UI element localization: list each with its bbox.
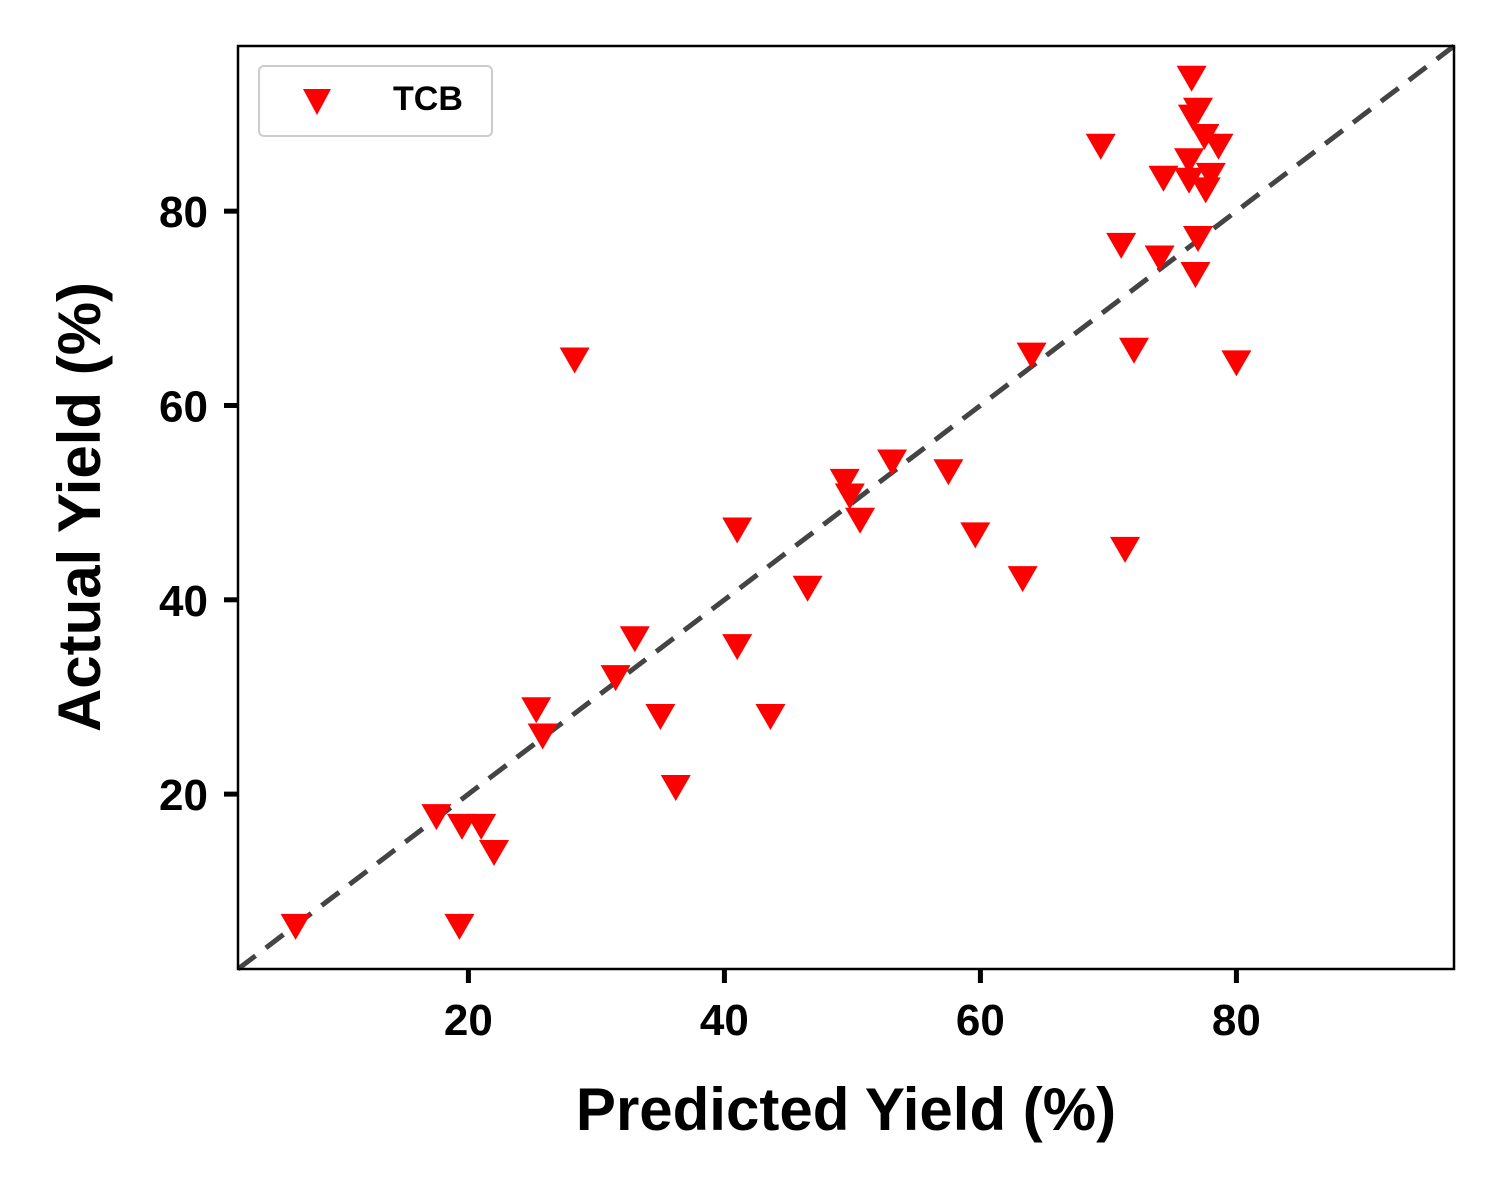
data-point <box>527 723 558 750</box>
data-point <box>792 575 823 602</box>
x-tick-label: 60 <box>956 996 1005 1045</box>
legend: TCB <box>258 65 493 137</box>
legend-box <box>258 65 493 137</box>
data-point <box>521 697 552 724</box>
data-point <box>845 507 876 534</box>
legend-marker-tcb <box>303 89 331 115</box>
x-axis-title: Predicted Yield (%) <box>576 1076 1116 1143</box>
data-point <box>280 913 311 940</box>
data-point <box>1016 342 1047 369</box>
data-point <box>933 459 964 486</box>
data-point <box>1183 97 1213 124</box>
x-tick-label: 20 <box>444 996 493 1045</box>
data-point <box>722 517 753 544</box>
data-point <box>834 483 865 510</box>
data-point <box>1148 165 1179 192</box>
y-axis-title: Actual Yield (%) <box>46 282 113 732</box>
data-point <box>1203 133 1234 160</box>
data-point <box>1189 124 1220 150</box>
data-point <box>447 813 477 840</box>
data-point <box>1174 148 1205 175</box>
data-point <box>421 804 452 831</box>
y-tick-label: 40 <box>159 577 208 626</box>
data-point <box>722 634 753 661</box>
data-point <box>559 347 590 374</box>
y-tick-label: 60 <box>159 382 208 431</box>
x-tick-label: 80 <box>1212 996 1261 1045</box>
data-point <box>1085 133 1116 160</box>
data-point <box>1176 65 1207 92</box>
data-point <box>1183 226 1213 253</box>
x-tick-label: 40 <box>700 996 749 1045</box>
data-point <box>645 704 676 731</box>
data-point <box>755 704 786 731</box>
data-point <box>466 813 497 840</box>
data-point <box>877 449 908 476</box>
data-point <box>1174 167 1205 194</box>
data-point <box>1180 261 1211 288</box>
data-points-layer <box>280 65 1252 940</box>
data-point <box>619 626 650 653</box>
data-point <box>1110 536 1141 563</box>
data-point <box>1144 245 1175 272</box>
y-tick-label: 80 <box>159 188 208 237</box>
y-tick-label: 20 <box>159 771 208 820</box>
data-point <box>1007 566 1038 593</box>
data-point <box>829 468 860 495</box>
data-point <box>960 522 991 549</box>
data-point <box>1195 162 1226 189</box>
plot-frame <box>236 44 1456 971</box>
legend-label-tcb: TCB <box>393 80 463 118</box>
data-point <box>444 913 475 940</box>
y-axis-ticks: 20 40 60 80 <box>159 188 238 820</box>
data-point <box>1221 350 1252 377</box>
data-point <box>479 840 509 867</box>
x-axis-ticks: 20 40 60 80 <box>444 969 1261 1045</box>
data-point <box>1119 337 1149 364</box>
data-point <box>1106 232 1137 259</box>
data-point <box>660 774 691 801</box>
data-point <box>600 665 631 692</box>
